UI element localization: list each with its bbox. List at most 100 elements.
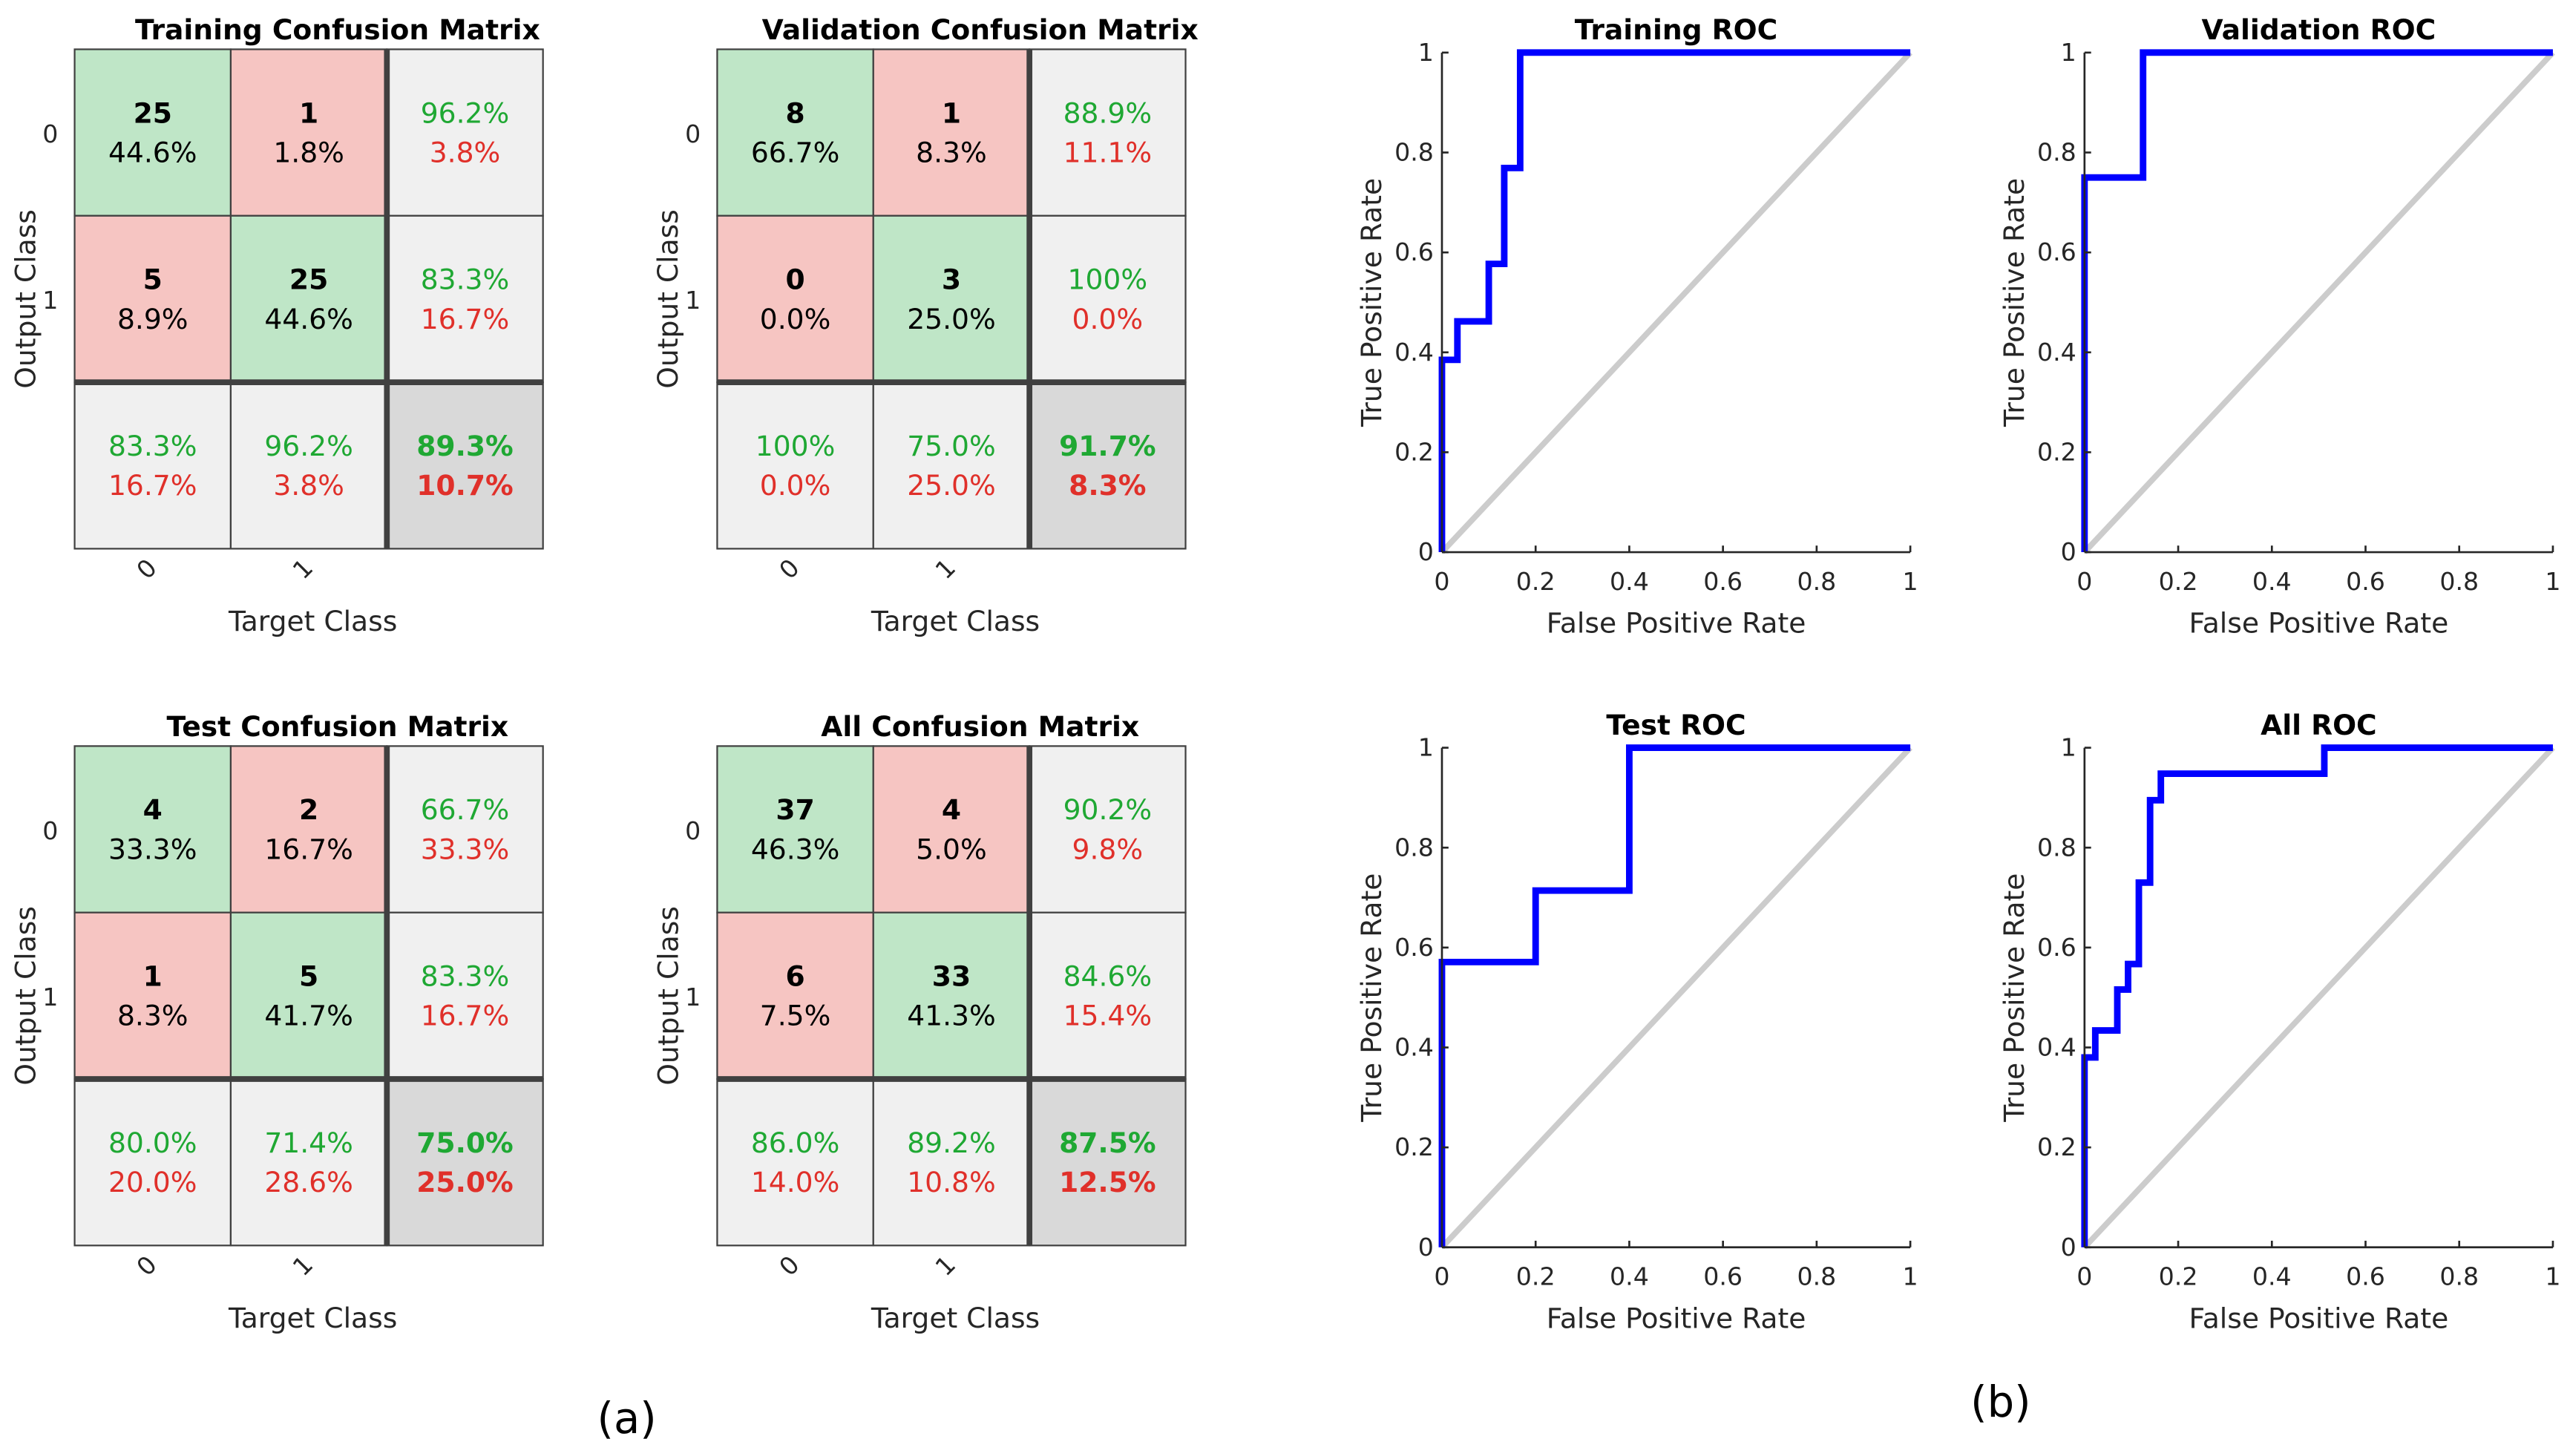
x-tick-label: 0.8 [1797,567,1836,596]
cell-percent: 25.0% [907,303,996,335]
correct-percent: 71.4% [264,1127,353,1159]
roc-curve [2081,744,2553,1247]
confusion-matrix: All Confusion Matrix 37 46.3% 4 5.0% 90.2% 9.8… [652,710,1187,1334]
column-class-label: 1 [930,553,962,585]
correct-percent: 75.0% [907,430,996,462]
chart-title: Training ROC [1575,13,1777,46]
cell-percent: 8.3% [916,136,987,168]
correct-percent: 83.3% [421,263,510,296]
summary-cell [716,1078,874,1247]
correct-percent: 84.6% [1063,960,1153,993]
summary-cell [73,381,232,550]
cell-count: 25 [289,263,328,296]
y-tick-label: 0.4 [1394,1033,1434,1062]
x-tick-label: 0.4 [2252,567,2292,596]
incorrect-cell [716,214,874,384]
cell-count: 4 [942,793,961,826]
error-percent: 14.0% [751,1166,840,1198]
y-tick-label: 0 [2061,537,2076,566]
correct-percent: 96.2% [264,430,353,462]
incorrect-cell [73,911,232,1080]
error-percent: 12.5% [1059,1166,1156,1198]
y-tick-label: 0.8 [1394,138,1434,167]
cell-count: 37 [776,793,814,826]
chance-diagonal [2082,745,2555,1250]
cell-percent: 66.7% [751,136,840,168]
cell-count: 8 [786,96,805,129]
error-percent: 3.8% [430,136,501,168]
y-tick-label: 0.2 [1394,1132,1434,1161]
x-tick-label: 1 [1903,1262,1918,1291]
column-class-label: 0 [773,1250,805,1282]
error-percent: 3.8% [273,469,344,502]
incorrect-cell [872,48,1031,217]
error-percent: 16.7% [421,303,510,335]
row-class-label: 1 [685,983,701,1011]
correct-percent: 83.3% [421,960,510,993]
column-class-label: 0 [131,553,163,585]
column-class-label: 0 [773,553,805,585]
roc-curve [1438,49,1911,553]
cell-count: 25 [134,96,172,129]
cell-count: 0 [786,263,805,296]
summary-cell [1029,214,1187,384]
correct-cell [716,48,874,217]
overall-accuracy-cell [1029,1078,1187,1247]
summary-cell [716,381,874,550]
cell-percent: 1.8% [273,136,344,168]
panel-label-b: (b) [1970,1377,2030,1427]
x-axis-label: False Positive Rate [1547,607,1806,640]
correct-cell [872,911,1031,1080]
y-tick-label: 0.6 [1394,933,1434,962]
correct-cell [73,745,232,914]
summary-cell [386,745,544,914]
y-tick-label: 0.8 [1394,833,1434,862]
x-tick-label: 0.8 [2439,1262,2479,1291]
roc-chart: Training ROC 0 0.2 0.4 0.6 0.8 1 0 0.2 0.4 0.6 0.8 1… [1355,13,1918,639]
column-class-label: 1 [287,1250,319,1282]
x-axis-label: False Positive Rate [1547,1302,1806,1334]
column-class-label: 0 [131,1250,163,1282]
y-tick-label: 1 [2061,733,2076,762]
column-class-label: 1 [930,1250,962,1282]
cell-percent: 44.6% [108,136,197,168]
x-tick-label: 0.2 [1516,567,1556,596]
chart-title: Validation ROC [2202,13,2436,46]
summary-cell [73,1078,232,1247]
summary-cell [1029,48,1187,217]
y-tick-label: 0.2 [2037,1132,2076,1161]
x-tick-label: 0.2 [2159,1262,2198,1291]
correct-percent: 90.2% [1063,793,1153,826]
matrix-title: Test Confusion Matrix [167,710,509,743]
output-class-label: Output Class [652,209,684,389]
matrix-title: All Confusion Matrix [821,710,1139,743]
correct-percent: 75.0% [416,1127,514,1159]
y-tick-label: 0.4 [2037,1033,2076,1062]
error-percent: 20.0% [108,1166,197,1198]
cell-percent: 16.7% [264,833,353,865]
summary-cell [386,214,544,384]
matrix-title: Training Confusion Matrix [135,13,540,46]
x-tick-label: 0.8 [2439,567,2479,596]
column-class-label: 1 [287,553,319,585]
correct-percent: 100% [1068,263,1148,296]
incorrect-cell [73,214,232,384]
row-class-label: 0 [42,816,58,845]
cell-count: 1 [143,960,163,993]
confusion-matrix: Training Confusion Matrix 25 44.6% 1 1.8% 96.… [9,13,544,637]
x-tick-label: 1 [1903,567,1918,596]
error-percent: 8.3% [1069,469,1146,502]
roc-chart: Validation ROC 0 0.2 0.4 0.6 0.8 1 0 0.2 0.4 0.6 0.… [1998,13,2561,639]
cell-percent: 7.5% [760,1000,831,1032]
summary-cell [386,48,544,217]
correct-percent: 96.2% [421,96,510,129]
cell-count: 33 [932,960,971,993]
error-percent: 11.1% [1063,136,1153,168]
row-class-label: 0 [685,119,701,148]
y-tick-label: 0.6 [1394,237,1434,266]
correct-percent: 83.3% [108,430,197,462]
y-axis-label: True Positive Rate [1998,178,2030,427]
panel-label-a: (a) [597,1394,657,1443]
correct-percent: 100% [755,430,836,462]
error-percent: 28.6% [264,1166,353,1198]
